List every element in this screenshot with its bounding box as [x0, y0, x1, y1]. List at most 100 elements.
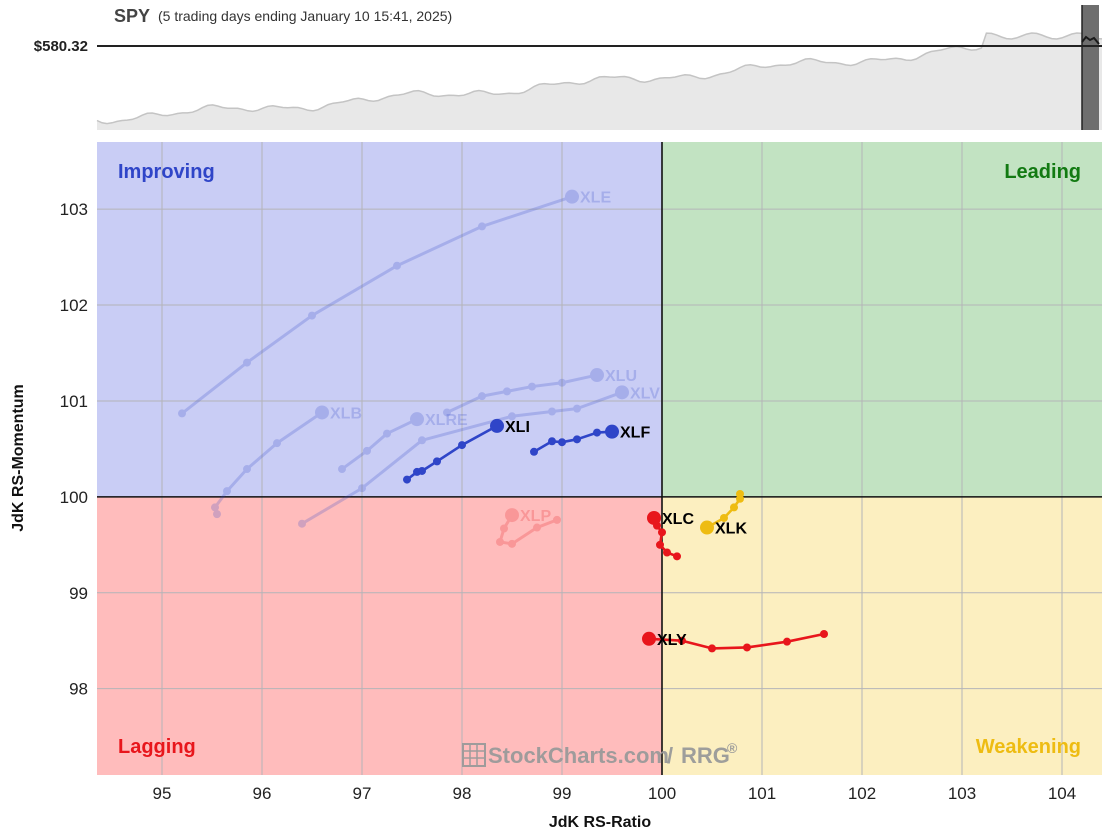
tail-point — [530, 447, 538, 456]
tail-xlre[interactable]: XLRE — [338, 412, 468, 474]
tail-head-xlb[interactable] — [315, 405, 329, 420]
tail-point — [338, 465, 346, 474]
tail-point — [418, 466, 426, 475]
tail-head-xlk[interactable] — [700, 520, 714, 535]
y-tick-label: 103 — [60, 200, 88, 219]
tail-point — [358, 484, 366, 493]
tail-point — [743, 643, 751, 652]
x-tick-label: 98 — [453, 784, 472, 803]
tail-xle[interactable]: XLE — [178, 189, 611, 418]
header-symbol: SPY — [114, 6, 150, 26]
y-tick-label: 98 — [69, 680, 88, 699]
tail-label-xlb: XLB — [330, 405, 362, 422]
tail-label-xlv: XLV — [630, 385, 660, 402]
tail-point — [658, 528, 666, 537]
tail-point — [478, 392, 486, 401]
tail-point — [558, 438, 566, 447]
tail-point — [720, 513, 728, 522]
quadrant-label-weakening: Weakening — [976, 736, 1081, 758]
stockcharts-watermark: StockCharts.com / RRG ® — [462, 740, 738, 768]
tail-xly[interactable]: XLY — [642, 630, 828, 653]
x-tick-label: 102 — [848, 784, 876, 803]
tail-point — [503, 387, 511, 396]
tail-label-xle: XLE — [580, 190, 611, 207]
tail-point — [478, 222, 486, 231]
tail-point — [418, 436, 426, 445]
y-tick-label: 99 — [69, 584, 88, 603]
tail-point — [528, 382, 536, 391]
tail-xli[interactable]: XLI — [403, 418, 530, 484]
x-tick-label: 99 — [553, 784, 572, 803]
watermark-slash: / — [667, 743, 673, 768]
tail-xlv[interactable]: XLV — [298, 385, 660, 528]
watermark-product: RRG — [681, 743, 730, 768]
tail-point — [211, 503, 219, 512]
quadrant-improving — [97, 142, 662, 497]
tail-label-xlu: XLU — [605, 368, 637, 385]
x-tick-label: 96 — [253, 784, 272, 803]
tail-head-xlp[interactable] — [505, 508, 519, 523]
tail-xlu[interactable]: XLU — [443, 368, 637, 417]
quadrant-lagging — [97, 496, 662, 775]
tail-point — [736, 494, 744, 503]
tail-line-xle — [180, 195, 574, 415]
y-tick-label: 101 — [60, 392, 88, 411]
tail-point — [223, 487, 231, 496]
y-tick-label: 102 — [60, 296, 88, 315]
tail-xlp[interactable]: XLP — [496, 508, 561, 548]
tail-point — [363, 446, 371, 455]
tail-point — [548, 437, 556, 446]
time-slider-handle[interactable] — [1082, 5, 1099, 130]
tail-point — [508, 412, 516, 421]
tail-head-xle[interactable] — [565, 189, 579, 204]
tail-head-xli[interactable] — [490, 418, 504, 433]
quadrant-leading — [662, 142, 1102, 497]
tail-point — [820, 630, 828, 639]
tail-xlk[interactable]: XLK — [700, 489, 747, 538]
tail-point — [533, 523, 541, 532]
x-axis-title: JdK RS-Ratio — [549, 814, 651, 831]
tail-point — [178, 409, 186, 418]
tail-label-xlp: XLP — [520, 508, 551, 525]
tail-label-xlf: XLF — [620, 425, 650, 442]
price-label: $580.32 — [34, 38, 88, 55]
tail-head-xlu[interactable] — [590, 368, 604, 383]
tail-point — [308, 311, 316, 320]
tail-point — [708, 644, 716, 653]
tail-head-xly[interactable] — [642, 631, 656, 646]
x-tick-label: 97 — [353, 784, 372, 803]
tail-head-xlf[interactable] — [605, 424, 619, 439]
sparkline-selected-window — [1081, 35, 1100, 45]
tail-point — [573, 404, 581, 413]
tail-line-xlp — [498, 513, 559, 546]
tail-point — [593, 428, 601, 437]
y-tick-label: 100 — [60, 488, 88, 507]
tail-point — [673, 552, 681, 561]
tail-point — [298, 519, 306, 528]
tail-point — [558, 378, 566, 387]
quadrant-label-lagging: Lagging — [118, 736, 196, 758]
tail-head-xlre[interactable] — [410, 412, 424, 427]
tail-label-xlre: XLRE — [425, 412, 468, 429]
tail-xlb[interactable]: XLB — [211, 405, 362, 519]
center-axes — [97, 142, 1102, 775]
tail-point — [656, 540, 664, 549]
tail-point — [458, 441, 466, 450]
tail-point — [213, 510, 221, 519]
quadrant-backgrounds — [97, 142, 1102, 775]
tail-head-xlv[interactable] — [615, 385, 629, 400]
quadrant-label-improving: Improving — [118, 161, 215, 183]
spy-sparkline-line — [96, 32, 1103, 125]
x-tick-label: 95 — [153, 784, 172, 803]
tail-line-xly — [647, 632, 826, 650]
tail-line-xlu — [445, 373, 599, 414]
watermark-registered: ® — [727, 740, 738, 756]
tail-xlc[interactable]: XLC — [647, 510, 694, 561]
tail-line-xlb — [213, 410, 324, 516]
spy-sparkline-area — [97, 33, 1102, 130]
tail-head-xlc[interactable] — [647, 510, 661, 525]
tail-xlf[interactable]: XLF — [530, 424, 650, 456]
